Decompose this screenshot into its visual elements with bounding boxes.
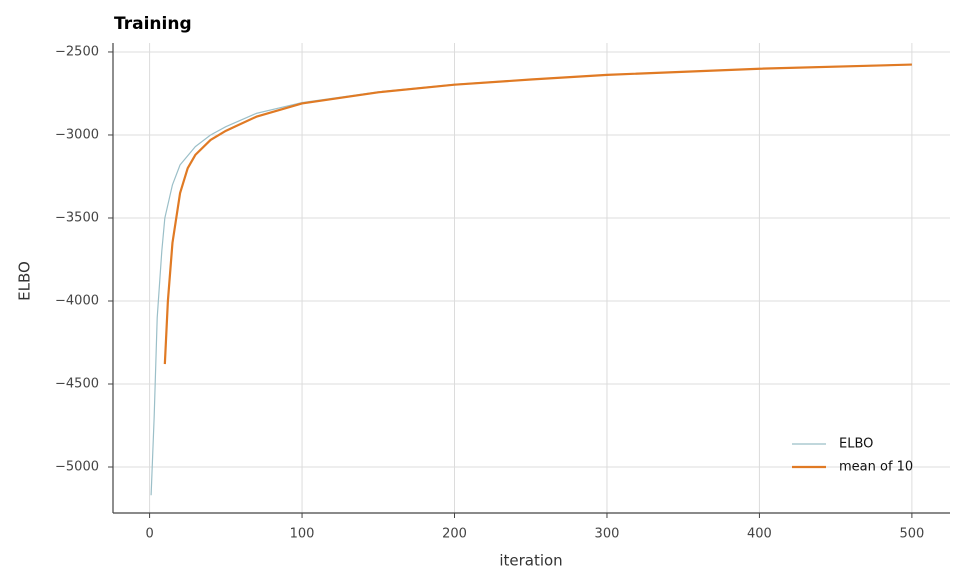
- x-tick-label: 500: [899, 527, 924, 542]
- x-tick-label: 400: [747, 527, 772, 542]
- x-axis-label: iteration: [499, 552, 562, 570]
- y-axis-label: ELBO: [16, 261, 34, 301]
- series-line: [150, 63, 912, 496]
- chart-title: Training: [114, 14, 192, 34]
- y-tick-label: −3000: [55, 127, 99, 142]
- legend-label: mean of 10: [839, 460, 913, 475]
- series-line: [163, 63, 912, 365]
- y-tick-label: −2500: [55, 44, 99, 59]
- y-tick-label: −4500: [55, 377, 99, 392]
- y-tick-label: −5000: [55, 460, 99, 475]
- x-tick-label: 100: [290, 527, 315, 542]
- y-tick-label: −3500: [55, 210, 99, 225]
- x-tick-label: 200: [442, 527, 467, 542]
- x-tick-label: 300: [595, 527, 620, 542]
- x-tick-label: 0: [145, 527, 153, 542]
- legend-label: ELBO: [839, 437, 873, 452]
- y-tick-label: −4000: [55, 293, 99, 308]
